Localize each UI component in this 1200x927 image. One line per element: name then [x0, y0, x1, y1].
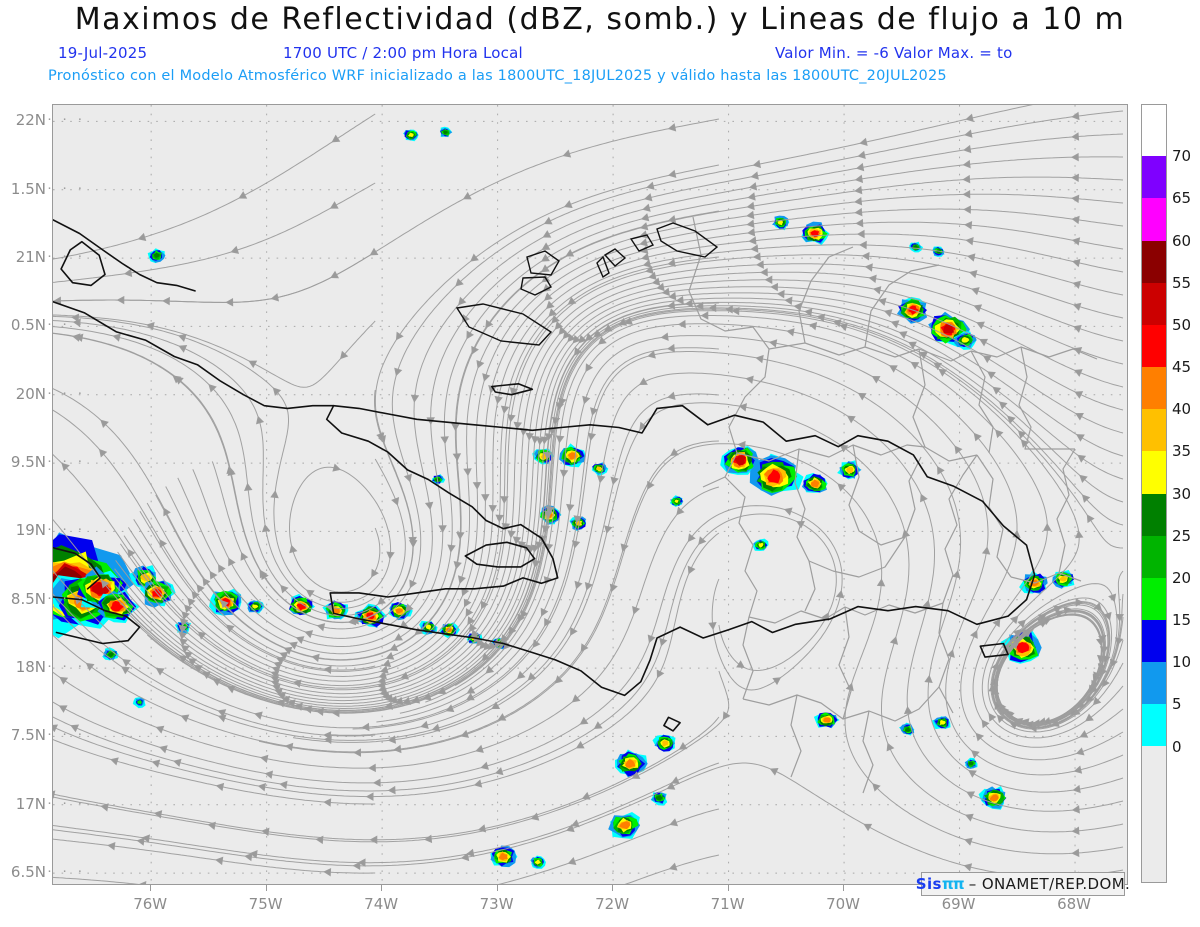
- logo-agency-text: – ONAMET/REP.DOM.: [968, 875, 1131, 893]
- colorbar-label: 40: [1172, 400, 1192, 419]
- y-tick-dots: · · ·: [47, 657, 86, 675]
- x-tick-label: 68W: [1057, 895, 1091, 913]
- colorbar-band-65: [1142, 198, 1166, 241]
- model-note: Pronóstico con el Modelo Atmosférico WRF…: [48, 68, 947, 84]
- colorbar-label: 20: [1172, 568, 1192, 587]
- colorbar-band-35: [1142, 451, 1166, 494]
- y-tick-label: 0.5N: [10, 316, 46, 335]
- y-tick-dots: · · ·: [47, 247, 86, 265]
- y-tick-label: 8.5N: [10, 589, 46, 608]
- small-islands: [455, 222, 719, 346]
- forecast-date: 19-Jul-2025: [58, 44, 148, 62]
- colorbar-band-25: [1142, 535, 1166, 578]
- y-tick-dots: · · ·: [47, 588, 86, 606]
- colorbar-label: 15: [1172, 611, 1192, 630]
- y-tick-label: 6.5N: [10, 863, 46, 882]
- colorbar-label: 5: [1172, 695, 1182, 714]
- colorbar-label: 10: [1172, 653, 1192, 672]
- page-title: Maximos de Reflectividad (dBZ, somb.) y …: [74, 2, 1126, 37]
- y-tick-label: 20N: [15, 384, 46, 403]
- colorbar-band-40: [1142, 409, 1166, 452]
- colorbar-label: 25: [1172, 526, 1192, 545]
- x-tick-label: 73W: [479, 895, 514, 913]
- colorbar-band-70: [1142, 156, 1166, 199]
- y-tick-dots: · · ·: [47, 725, 86, 743]
- x-tick-mark: [496, 884, 498, 891]
- map-canvas: [53, 105, 1127, 884]
- colorbar-band-60: [1142, 240, 1166, 283]
- y-tick-label: 1.5N: [10, 179, 46, 198]
- colorbar-band-50: [1142, 324, 1166, 368]
- y-tick-label: 18N: [15, 658, 46, 677]
- x-tick-mark: [843, 884, 845, 891]
- map-plot-area: [52, 104, 1128, 885]
- y-tick-dots: · · ·: [47, 178, 86, 196]
- y-tick-dots: · · ·: [47, 110, 86, 128]
- y-tick-dots: · · ·: [47, 383, 86, 401]
- colorbar-band-0: [1142, 746, 1166, 789]
- province-borders: [688, 216, 1098, 794]
- y-tick-label: 21N: [15, 248, 46, 267]
- value-range: Valor Min. = -6 Valor Max. = to: [775, 44, 1013, 62]
- y-tick-dots: · · ·: [47, 315, 86, 333]
- colorbar-label: 30: [1172, 484, 1192, 503]
- colorbar-band-30: [1142, 493, 1166, 536]
- x-tick-label: 75W: [248, 895, 283, 913]
- y-tick-dots: · · ·: [47, 862, 86, 880]
- x-tick-mark: [612, 884, 614, 891]
- y-tick-dots: · · ·: [47, 520, 86, 538]
- x-tick-label: 71W: [710, 895, 745, 913]
- colorbar-band-45: [1142, 367, 1166, 410]
- x-tick-label: 70W: [826, 895, 861, 913]
- y-tick-dots: · · ·: [47, 452, 86, 470]
- colorbar-label: 65: [1172, 189, 1192, 208]
- colorbar-band-15: [1142, 620, 1166, 663]
- y-tick-label: 9.5N: [10, 453, 46, 472]
- colorbar-label: 60: [1172, 231, 1192, 250]
- x-tick-label: 76W: [133, 895, 168, 913]
- colorbar-band-20: [1142, 577, 1166, 620]
- x-tick-label: 74W: [364, 895, 399, 913]
- colorbar-label: 70: [1172, 147, 1192, 166]
- y-tick-label: 22N: [15, 111, 46, 130]
- colorbar-label: 45: [1172, 358, 1192, 377]
- streamlines-layer: [53, 105, 1124, 884]
- logo-sis-text: Sis: [915, 875, 942, 893]
- x-tick-mark: [381, 884, 383, 891]
- colorbar-label: 50: [1172, 315, 1192, 334]
- colorbar: [1141, 104, 1167, 883]
- y-tick-label: 17N: [15, 794, 46, 813]
- y-tick-label: 19N: [15, 521, 46, 540]
- colorbar-label: 55: [1172, 273, 1192, 292]
- x-tick-label: 72W: [595, 895, 630, 913]
- colorbar-top-blank: [1142, 105, 1166, 157]
- x-tick-mark: [265, 884, 267, 891]
- colorbar-band-5: [1142, 704, 1166, 747]
- colorbar-bottom-blank: [1142, 788, 1166, 882]
- colorbar-label: 35: [1172, 442, 1192, 461]
- colorbar-band-55: [1142, 282, 1166, 325]
- agency-logo-box: Sis ππ – ONAMET/REP.DOM.: [916, 872, 1130, 896]
- y-tick-dots: · · ·: [47, 793, 86, 811]
- y-tick-label: 7.5N: [10, 726, 46, 745]
- coastline-layer: [53, 219, 1036, 732]
- logo-pi-icon: ππ: [941, 875, 965, 893]
- colorbar-label: 0: [1172, 737, 1182, 756]
- x-tick-label: 69W: [941, 895, 976, 913]
- x-tick-mark: [727, 884, 729, 891]
- forecast-time: 1700 UTC / 2:00 pm Hora Local: [283, 44, 523, 62]
- x-tick-mark: [150, 884, 152, 891]
- colorbar-band-10: [1142, 662, 1166, 705]
